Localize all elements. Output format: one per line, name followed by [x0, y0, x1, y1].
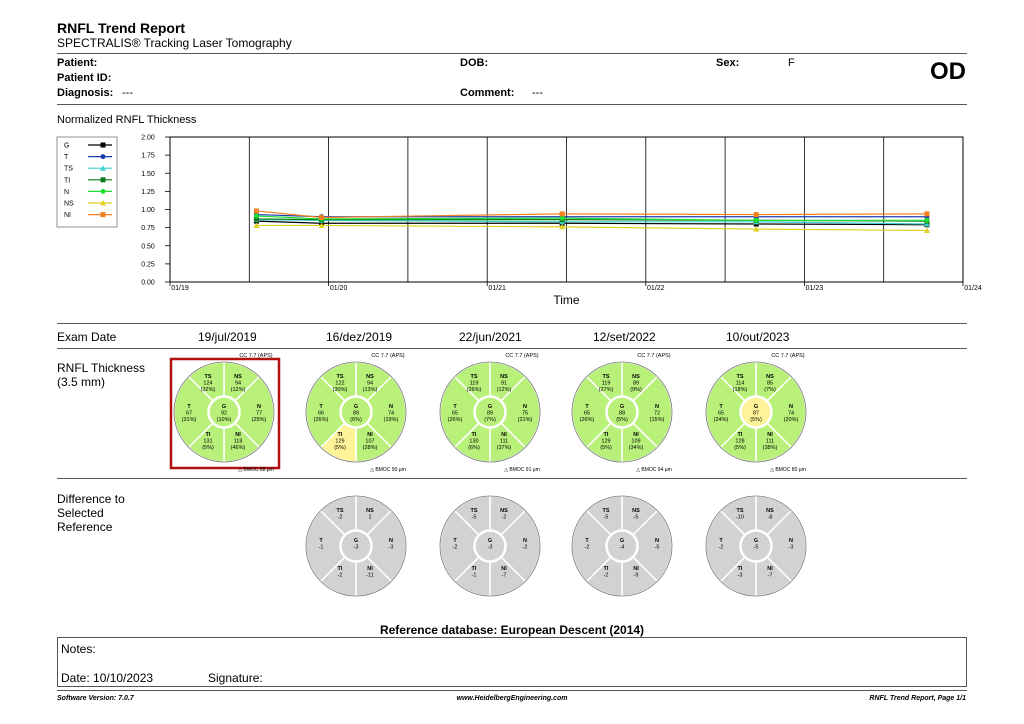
legend-label: NS [64, 201, 74, 208]
x-tick-label: 01/20 [330, 285, 348, 292]
data-point [924, 217, 930, 223]
data-point [559, 215, 565, 221]
report-subtitle: SPECTRALIS® Tracking Laser Tomography [57, 36, 292, 50]
divider [57, 53, 967, 54]
signature-label: Signature: [208, 671, 263, 685]
legend-marker [100, 212, 106, 218]
legend-label: G [64, 143, 69, 150]
data-point [923, 227, 930, 234]
data-point [924, 211, 930, 217]
y-tick-label: 1.50 [141, 171, 155, 178]
report-title: RNFL Trend Report [57, 20, 186, 36]
data-point [923, 221, 930, 227]
divider [57, 478, 967, 479]
date-label: Date: 10/10/2023 [61, 671, 154, 685]
legend-label: T [64, 154, 69, 161]
data-point [253, 213, 259, 219]
x-tick-label: 01/23 [806, 285, 824, 292]
rnfl-thickness-label: (3.5 mm) [57, 375, 105, 389]
dob-label: DOB: [460, 57, 489, 69]
website: www.HeidelbergEngineering.com [456, 695, 568, 702]
y-tick-label: 1.25 [141, 189, 155, 196]
y-tick-label: 1.00 [141, 207, 155, 214]
rnfl-thickness-label: RNFL Thickness [57, 361, 146, 375]
y-tick-label: 0.75 [141, 225, 155, 232]
difference-label: Difference to [57, 492, 125, 506]
patient-id-label: Patient ID: [57, 72, 112, 84]
sex-label: Sex: [716, 57, 740, 69]
y-tick-label: 1.75 [141, 153, 155, 160]
exam-date-label: Exam Date [57, 330, 117, 344]
chart-section-title: Normalized RNFL Thickness [57, 114, 197, 126]
reference-database: Reference database: European Descent (20… [379, 623, 645, 637]
x-axis-label: Time [553, 293, 580, 307]
software-version: Software Version: 7.0.7 [57, 695, 134, 702]
divider [57, 323, 967, 324]
exam-date: 22/jun/2021 [459, 330, 522, 344]
data-point [319, 214, 325, 220]
comment-label: Comment: [460, 87, 515, 99]
divider [57, 690, 967, 691]
y-tick-label: 0.25 [141, 261, 155, 268]
legend-marker [100, 188, 106, 194]
data-point [253, 208, 259, 214]
exam-date: 12/set/2022 [593, 330, 656, 344]
difference-label: Selected [57, 506, 104, 520]
legend-marker [100, 142, 106, 148]
legend-box [56, 136, 118, 228]
y-tick-label: 0.00 [141, 280, 155, 287]
legend-label: NI [64, 212, 71, 219]
legend-marker [100, 177, 106, 183]
legend-marker [100, 154, 106, 160]
series-line-NS [256, 224, 927, 232]
data-point [253, 216, 259, 222]
exam-date: 16/dez/2019 [326, 330, 393, 344]
difference-label: Reference [57, 520, 113, 534]
page-number: RNFL Trend Report, Page 1/1 [869, 695, 966, 702]
notes-label: Notes: [61, 642, 96, 656]
y-tick-label: 0.50 [141, 243, 155, 250]
data-point [318, 222, 325, 228]
legend-marker [100, 200, 106, 206]
data-point [253, 222, 260, 228]
diagnosis-value: --- [122, 87, 133, 99]
sex-value: F [788, 57, 795, 69]
divider [57, 348, 967, 349]
x-tick-label: 01/21 [488, 285, 506, 292]
exam-date: 19/jul/2019 [198, 330, 257, 344]
x-tick-label: 01/22 [647, 285, 665, 292]
legend-label: TS [64, 166, 73, 173]
exam-date: 10/out/2023 [726, 330, 790, 344]
legend-marker [100, 165, 106, 171]
data-point [753, 217, 759, 223]
x-tick-label: 01/24 [964, 285, 982, 292]
eye-label: OD [930, 58, 966, 85]
data-point [559, 211, 565, 217]
legend-label: TI [64, 177, 70, 184]
diagnosis-label: Diagnosis: [57, 87, 114, 99]
legend-label: N [64, 189, 69, 196]
patient-label: Patient: [57, 57, 98, 69]
data-point [753, 226, 760, 232]
comment-value: --- [532, 87, 543, 99]
notes-box: Notes: Date: 10/10/2023 Signature: [57, 637, 967, 687]
data-point [559, 223, 566, 230]
x-tick-label: 01/19 [171, 285, 189, 292]
y-tick-label: 2.00 [141, 135, 155, 142]
divider [57, 104, 967, 105]
data-point [753, 212, 759, 218]
